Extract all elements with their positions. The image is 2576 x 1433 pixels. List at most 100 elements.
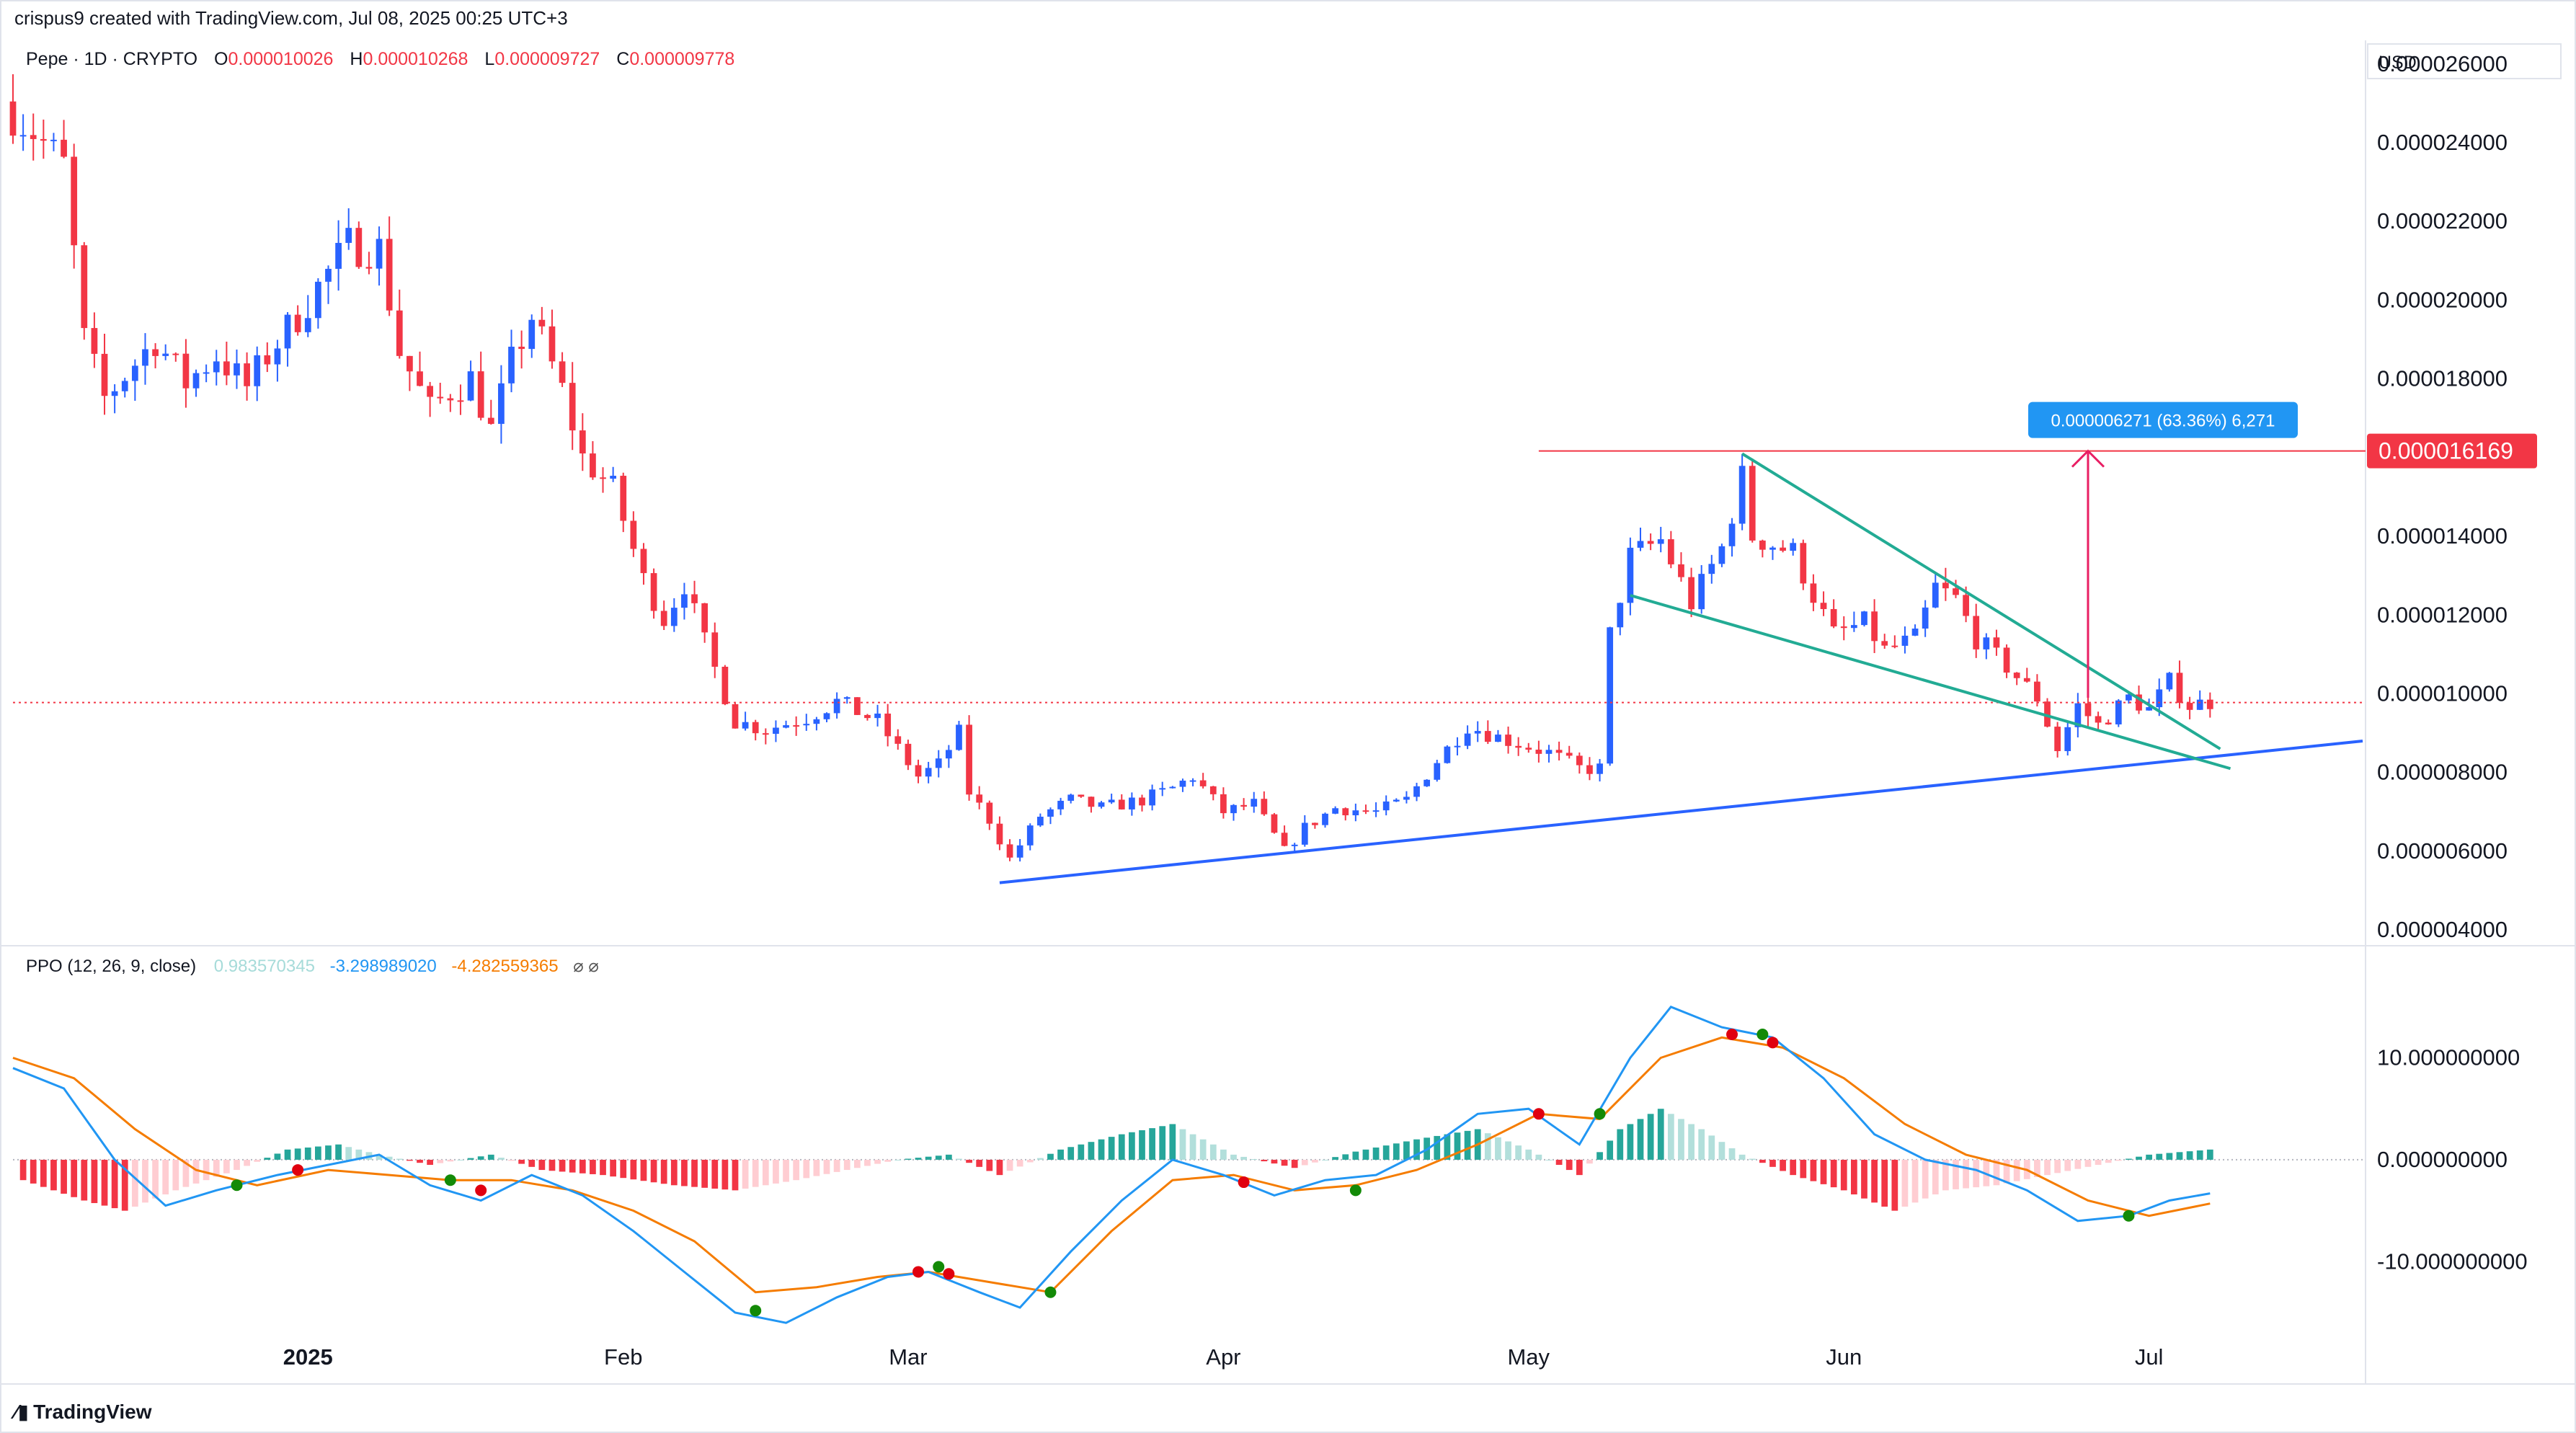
candle-down: [2176, 673, 2183, 704]
candle-up: [1189, 780, 1196, 782]
candle-down: [1942, 582, 1949, 589]
ppo-histogram-bar: [1698, 1129, 1705, 1160]
candle-up: [1403, 797, 1410, 800]
ppo-histogram-bar: [1220, 1149, 1227, 1160]
candle-down: [9, 101, 17, 136]
candle-down: [61, 139, 67, 157]
candle-down: [264, 355, 271, 365]
candle-up: [1983, 637, 1990, 649]
ppo-histogram-bar: [121, 1159, 128, 1211]
candle-down: [1312, 822, 1318, 825]
candle-down: [966, 724, 972, 795]
candle-up: [1728, 523, 1736, 546]
ppo-legend: PPO (12, 26, 9, close) 0.983570345 -3.29…: [26, 956, 599, 977]
ppo-histogram-bar: [477, 1156, 484, 1160]
candle-up: [2074, 703, 2082, 727]
candle-down: [752, 722, 759, 734]
ppo-histogram-bar: [1942, 1159, 1949, 1191]
candle-down: [386, 239, 393, 311]
ppo-histogram-bar: [2084, 1159, 2092, 1167]
candle-down: [1240, 804, 1247, 807]
candle-up: [325, 268, 332, 282]
candle-up: [304, 318, 311, 332]
ppo-histogram-bar: [1281, 1159, 1288, 1166]
ppo-histogram-bar: [2146, 1154, 2153, 1160]
ppo-histogram-bar: [996, 1159, 1003, 1176]
ppo-histogram-bar: [142, 1159, 148, 1203]
price-pane: 0.000016169 0.000006271 (63.36%) 6,271: [9, 74, 2537, 884]
candle-down: [2044, 701, 2051, 727]
ppo-histogram-bar: [2105, 1159, 2112, 1163]
ppo-histogram-bar: [640, 1159, 647, 1181]
ppo-histogram-bar: [61, 1159, 67, 1194]
ppo-histogram-bar: [874, 1159, 881, 1164]
ppo-histogram-bar: [773, 1159, 779, 1184]
ppo-histogram-bar: [1647, 1114, 1654, 1160]
candle-down: [2034, 681, 2040, 702]
ppo-histogram-bar: [91, 1159, 98, 1204]
candle-up: [50, 139, 57, 141]
candle-down: [518, 346, 525, 350]
candle-up: [783, 725, 789, 728]
bearish-cross-dot: [1238, 1176, 1250, 1189]
ppo-histogram-bar: [1505, 1141, 1511, 1160]
ppo-histogram-bar: [1189, 1134, 1196, 1160]
measure-label-box: [2028, 401, 2298, 438]
ppo-histogram-bar: [1565, 1159, 1573, 1171]
candle-down: [396, 310, 403, 356]
low-value: 0.000009727: [494, 49, 600, 69]
candle-up: [1322, 813, 1328, 825]
ppo-histogram-bar: [518, 1159, 525, 1164]
candle-down: [853, 697, 861, 715]
time-tick-label: 2025: [283, 1344, 333, 1370]
ppo-histogram-bar: [976, 1159, 983, 1167]
candle-down: [40, 138, 47, 141]
ppo-histogram-bar: [2064, 1159, 2071, 1171]
candle-up: [1434, 763, 1441, 780]
candle-down: [223, 361, 230, 376]
visibility-icon[interactable]: ⌀ ⌀: [573, 957, 599, 976]
candle-up: [1352, 810, 1359, 816]
candle-down: [538, 319, 546, 327]
candle-down: [1840, 626, 1847, 629]
ppo-histogram-bar: [528, 1159, 536, 1167]
candle-up: [1393, 799, 1400, 802]
price-tick-label: 0.000006000: [2377, 838, 2508, 864]
ppo-histogram-bar: [966, 1159, 972, 1163]
ppo-histogram-bar: [1525, 1149, 1532, 1160]
price-tick-label: 0.000004000: [2377, 917, 2508, 942]
candle-up: [1169, 786, 1176, 789]
time-tick-label: Feb: [604, 1344, 642, 1370]
currency-selector[interactable]: USD: [2367, 43, 2562, 79]
wedge-lower-line: [1630, 594, 2231, 771]
candle-down: [1871, 611, 1878, 642]
candle-down: [1525, 747, 1532, 750]
candle-up: [2115, 700, 2122, 724]
candle-up: [192, 373, 200, 389]
ppo-histogram-bar: [447, 1159, 454, 1162]
ppo-histogram-bar: [1953, 1159, 1959, 1189]
ppo-histogram-bar: [1312, 1159, 1318, 1163]
ppo-histogram-bar: [1850, 1159, 1857, 1195]
price-tick-label: 0.000022000: [2377, 208, 2508, 234]
candle-up: [1790, 543, 1797, 551]
ppo-histogram-bar: [1251, 1158, 1258, 1160]
ppo-histogram-bar: [284, 1149, 291, 1160]
ppo-histogram-bar: [1078, 1144, 1085, 1160]
ppo-histogram-bar: [590, 1159, 596, 1174]
candle-down: [640, 549, 647, 574]
ppo-histogram-bar: [203, 1159, 210, 1181]
ppo-histogram-bar: [111, 1159, 118, 1209]
ppo-histogram-bar: [427, 1159, 433, 1165]
ppo-histogram-bar: [1759, 1159, 1766, 1163]
candle-down: [976, 794, 983, 803]
ppo-histogram-bar: [30, 1159, 37, 1184]
tradingview-logo: ⁄▮ TradingView: [14, 1400, 152, 1424]
candle-up: [111, 391, 118, 396]
ppo-histogram-bar: [945, 1154, 952, 1160]
bullish-cross-dot: [933, 1261, 945, 1273]
ppo-histogram-bar: [823, 1159, 830, 1174]
candle-up: [1657, 539, 1664, 544]
